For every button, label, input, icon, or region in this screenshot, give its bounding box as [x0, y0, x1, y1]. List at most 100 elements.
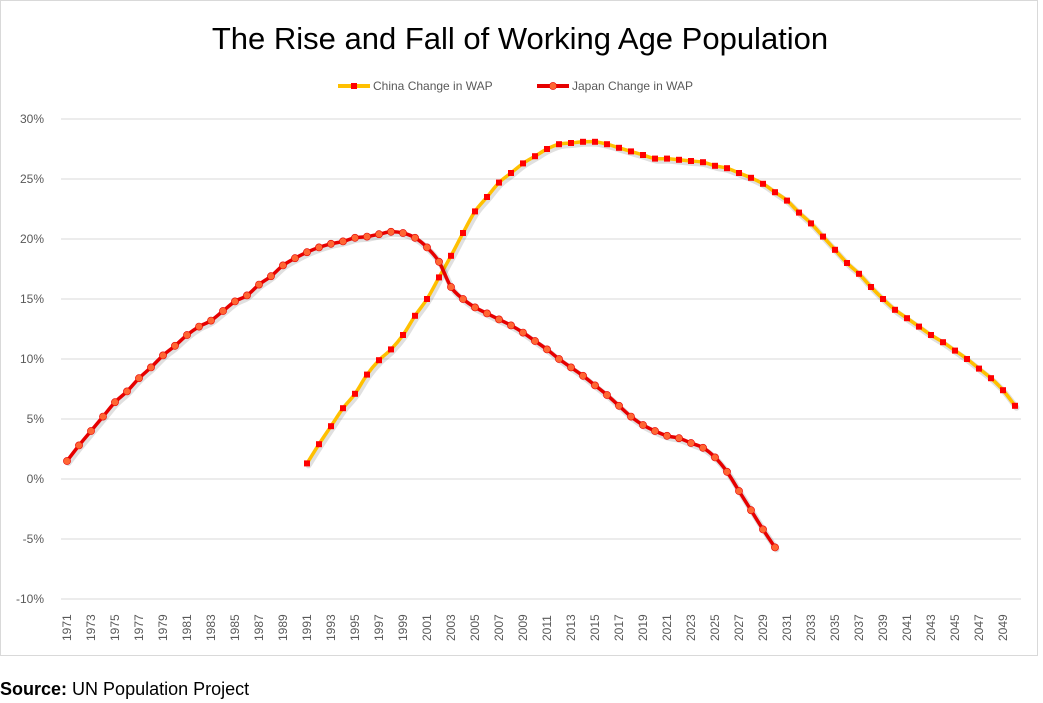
x-tick-label: 2037 — [852, 614, 866, 641]
x-tick-label: 1985 — [228, 614, 242, 641]
data-point — [711, 453, 719, 462]
data-point — [352, 390, 358, 397]
data-point — [207, 316, 215, 325]
data-point — [747, 506, 755, 515]
legend-marker-china — [351, 83, 357, 89]
chart-title: The Rise and Fall of Working Age Populat… — [212, 21, 828, 56]
series-shadow-china — [305, 140, 1020, 469]
data-point — [400, 332, 406, 338]
data-point — [411, 233, 419, 242]
data-point — [171, 341, 179, 350]
data-point — [483, 309, 491, 318]
data-point — [255, 280, 263, 289]
data-point — [699, 443, 707, 452]
data-point — [183, 331, 191, 339]
data-point — [543, 345, 551, 354]
data-point — [916, 323, 922, 330]
data-point — [832, 246, 838, 253]
legend-item-japan: Japan Change in WAP — [537, 79, 693, 93]
data-point — [316, 441, 322, 448]
data-point — [135, 374, 143, 383]
data-point — [327, 239, 335, 248]
data-point — [639, 421, 647, 429]
data-point — [664, 155, 670, 162]
data-point — [1000, 387, 1006, 394]
data-point — [928, 332, 934, 338]
data-point — [555, 355, 563, 363]
data-point — [508, 170, 514, 176]
data-point — [771, 543, 779, 552]
data-point — [231, 297, 239, 306]
x-tick-label: 1971 — [60, 614, 74, 641]
data-point — [63, 457, 71, 465]
legend: China Change in WAP Japan Change in WAP — [338, 79, 693, 93]
data-point — [315, 243, 323, 252]
legend-item-china: China Change in WAP — [338, 79, 493, 93]
data-point — [195, 322, 203, 331]
y-tick-label: 30% — [20, 112, 44, 126]
y-tick-label: 0% — [27, 472, 45, 486]
data-point — [1012, 402, 1018, 409]
data-point — [532, 153, 538, 160]
y-tick-label: 10% — [20, 352, 44, 366]
x-tick-label: 1983 — [204, 614, 218, 641]
data-point — [628, 148, 634, 155]
series-shadow-japan — [65, 230, 780, 553]
data-point — [519, 328, 527, 337]
data-point — [520, 160, 526, 167]
data-point — [844, 260, 850, 266]
data-point — [460, 230, 466, 236]
data-point — [435, 257, 443, 266]
data-point — [676, 156, 682, 163]
y-tick-label: -5% — [23, 532, 45, 546]
data-point — [495, 315, 503, 324]
data-point — [363, 232, 371, 241]
x-tick-label: 2035 — [828, 614, 842, 641]
data-point — [423, 243, 431, 252]
y-tick-label: 20% — [20, 232, 44, 246]
x-tick-label: 1999 — [396, 614, 410, 641]
data-point — [724, 165, 730, 172]
data-point — [340, 405, 346, 412]
data-point — [424, 296, 430, 302]
data-point — [868, 284, 874, 290]
data-point — [940, 339, 946, 346]
data-point — [580, 138, 586, 145]
y-tick-label: 15% — [20, 292, 44, 306]
series-lines — [63, 138, 1020, 553]
data-point — [748, 174, 754, 181]
data-point — [700, 159, 706, 166]
y-tick-label: 5% — [27, 412, 45, 426]
data-point — [291, 254, 299, 263]
x-tick-label: 2033 — [804, 614, 818, 641]
data-point — [387, 227, 395, 236]
data-point — [111, 398, 119, 407]
data-point — [904, 315, 910, 322]
data-point — [651, 427, 659, 435]
x-tick-label: 1991 — [300, 614, 314, 641]
data-point — [351, 233, 359, 242]
data-point — [471, 303, 479, 312]
legend-label-china: China Change in WAP — [373, 79, 493, 93]
data-point — [568, 140, 574, 146]
data-point — [147, 363, 155, 372]
data-point — [759, 525, 767, 534]
data-point — [952, 347, 958, 354]
data-point — [567, 363, 575, 372]
data-point — [856, 270, 862, 277]
source-text: UN Population Project — [72, 679, 250, 699]
data-point — [652, 155, 658, 162]
x-tick-label: 2029 — [756, 614, 770, 641]
data-point — [364, 371, 370, 378]
series-china — [304, 138, 1020, 469]
data-point — [339, 237, 347, 246]
data-point — [544, 146, 550, 152]
x-tick-label: 2031 — [780, 614, 794, 641]
data-point — [760, 180, 766, 187]
data-point — [723, 467, 731, 476]
x-tick-label: 1995 — [348, 614, 362, 641]
data-point — [304, 460, 310, 467]
x-tick-label: 1981 — [180, 614, 194, 641]
line-chart: The Rise and Fall of Working Age Populat… — [16, 21, 1021, 641]
x-tick-label: 2021 — [660, 614, 674, 641]
